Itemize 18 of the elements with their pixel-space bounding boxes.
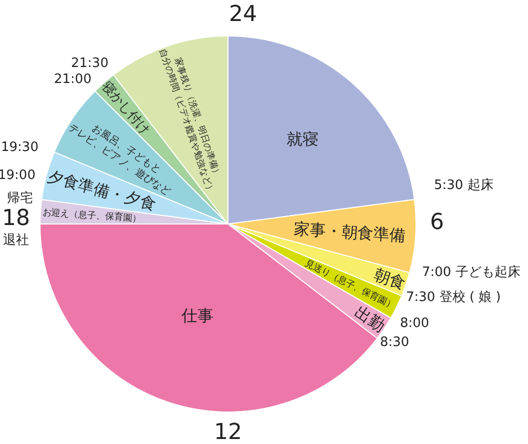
text: 19:30 <box>1 140 38 155</box>
slice-label: 就寝 <box>286 129 319 148</box>
text: 24 <box>229 2 257 27</box>
text: 12 <box>214 420 242 444</box>
text: 18 <box>2 206 30 231</box>
text: 退社 <box>3 233 29 248</box>
slice-label: 仕事 <box>180 306 214 325</box>
text: 21:00 <box>54 72 92 87</box>
text: 5:30 起床 <box>434 178 494 193</box>
text: 6 <box>430 210 444 235</box>
text: 7:30 登校 ( 娘 ) <box>406 290 501 305</box>
text: 8:00 <box>400 316 430 331</box>
slice-label: お迎え（息子、保育園） <box>42 206 142 224</box>
text: 8:30 <box>380 335 410 350</box>
text: 帰宅 <box>7 190 33 206</box>
slice-label: 家事・朝食準備 <box>293 218 406 246</box>
text: 21:30 <box>71 56 108 71</box>
text: 7:00 子ども起床 <box>422 265 520 280</box>
